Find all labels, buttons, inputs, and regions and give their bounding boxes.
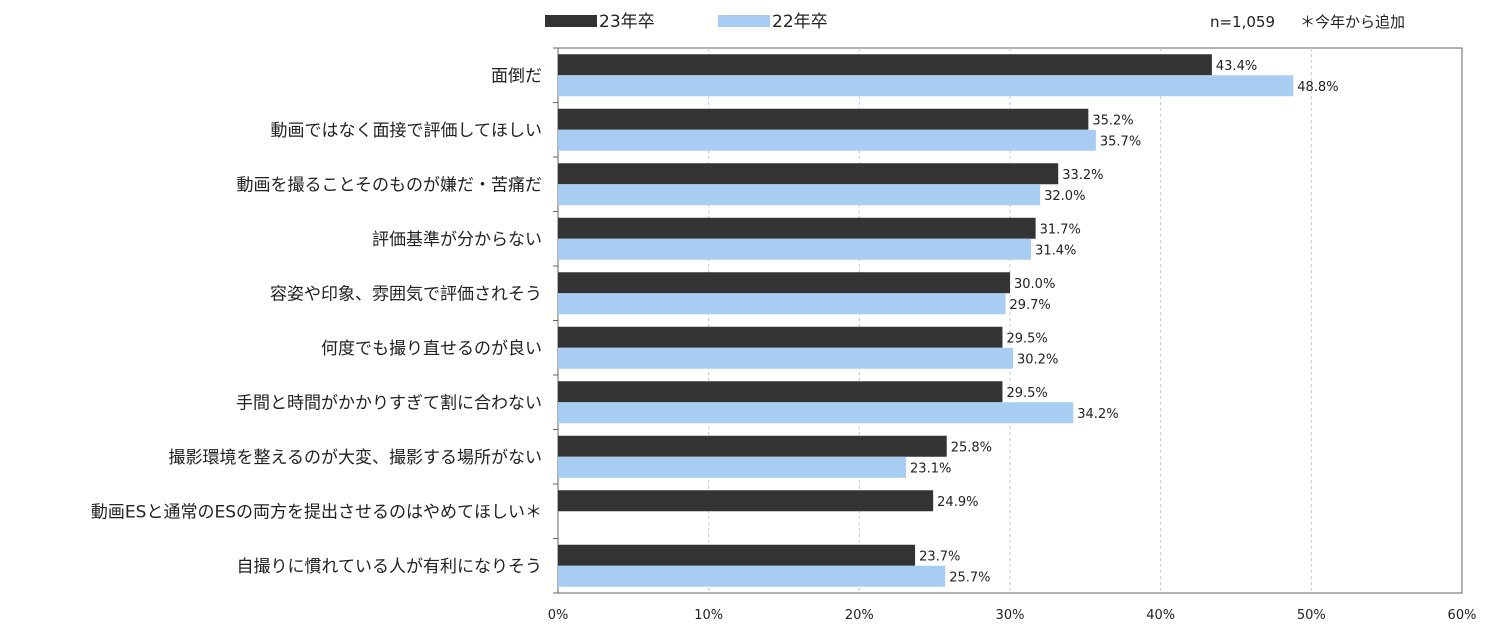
bar-series-22 <box>558 129 1096 151</box>
x-tick-label: 10% <box>694 608 723 623</box>
x-tick-label: 20% <box>845 608 874 623</box>
bar-series-22 <box>558 347 1014 369</box>
sample-size-note: n=1,059 <box>1210 13 1275 31</box>
bar-series-22 <box>558 238 1032 260</box>
x-tick-label: 0% <box>548 608 569 623</box>
category-label: 評価基準が分からない <box>372 230 542 250</box>
bar-series-23 <box>558 217 1036 239</box>
bar-series-23 <box>558 381 1003 403</box>
category-label: 何度でも撮り直せるのが良い <box>321 339 542 359</box>
bar-series-22 <box>558 75 1294 97</box>
category-label: 手間と時間がかかりすぎて割に合わない <box>236 393 542 413</box>
value-label: 35.7% <box>1100 134 1141 149</box>
bar-series-22 <box>558 293 1006 315</box>
bar-series-22 <box>558 184 1041 206</box>
legend-label: 23年卒 <box>599 12 655 32</box>
bar-series-23 <box>558 108 1089 130</box>
category-label: 動画ではなく面接で評価してほしい <box>271 121 543 141</box>
bar-series-22 <box>558 565 946 587</box>
value-label: 43.4% <box>1216 59 1257 74</box>
new-item-note: ＊今年から追加 <box>1300 13 1405 31</box>
bar-series-23 <box>558 544 916 566</box>
category-label: 面倒だ <box>491 66 542 86</box>
category-label: 動画ESと通常のESの両方を提出させるのはやめてほしい＊ <box>91 502 542 522</box>
value-label: 29.7% <box>1009 298 1050 313</box>
value-label: 23.1% <box>910 461 951 476</box>
bar-series-23 <box>558 54 1212 76</box>
x-tick-label: 50% <box>1297 608 1326 623</box>
x-tick-label: 30% <box>996 608 1025 623</box>
category-label: 容姿や印象、雰囲気で評価されそう <box>270 284 542 304</box>
bar-series-23 <box>558 435 947 457</box>
legend-swatch <box>718 15 770 27</box>
category-label: 自撮りに慣れている人が有利になりそう <box>237 557 543 577</box>
value-label: 32.0% <box>1044 189 1085 204</box>
chart-notes: n=1,059 ＊今年から追加 <box>1210 13 1405 31</box>
x-tick-label: 60% <box>1448 608 1477 623</box>
legend-swatch <box>545 15 597 27</box>
legend-label: 22年卒 <box>772 12 828 32</box>
category-label: 撮影環境を整えるのが大変、撮影する場所がない <box>169 448 543 468</box>
value-label: 33.2% <box>1062 168 1103 183</box>
bar-series-23 <box>558 272 1010 294</box>
category-label: 動画を撮ることそのものが嫌だ・苦痛だ <box>237 175 543 195</box>
value-label: 25.8% <box>951 440 992 455</box>
value-label: 34.2% <box>1077 407 1118 422</box>
value-label: 35.2% <box>1092 113 1133 128</box>
value-label: 48.8% <box>1297 80 1338 95</box>
bar-series-23 <box>558 326 1003 348</box>
value-label: 23.7% <box>919 549 960 564</box>
value-label: 24.9% <box>937 495 978 510</box>
bar-series-23 <box>558 163 1059 185</box>
value-label: 29.5% <box>1006 386 1047 401</box>
value-label: 29.5% <box>1006 331 1047 346</box>
bars: 43.4% 48.8% 35.2% 35.7% 33.2% 32.0% 31.7% 31.4%… <box>558 54 1339 587</box>
value-label: 31.4% <box>1035 243 1076 258</box>
x-tick-label: 40% <box>1146 608 1175 623</box>
bar-series-22 <box>558 456 907 478</box>
bar-series-22 <box>558 402 1074 424</box>
value-label: 30.2% <box>1017 352 1058 367</box>
axis: 0% 10% 20% 30% 40% 50% 60% 面倒だ動画ではなく面接で評価してほしい動… <box>91 47 1477 623</box>
value-label: 30.0% <box>1014 277 1055 292</box>
value-label: 31.7% <box>1040 222 1081 237</box>
value-label: 25.7% <box>949 570 990 585</box>
bar-series-23 <box>558 490 934 512</box>
legend: 23年卒 22年卒 <box>545 12 828 32</box>
